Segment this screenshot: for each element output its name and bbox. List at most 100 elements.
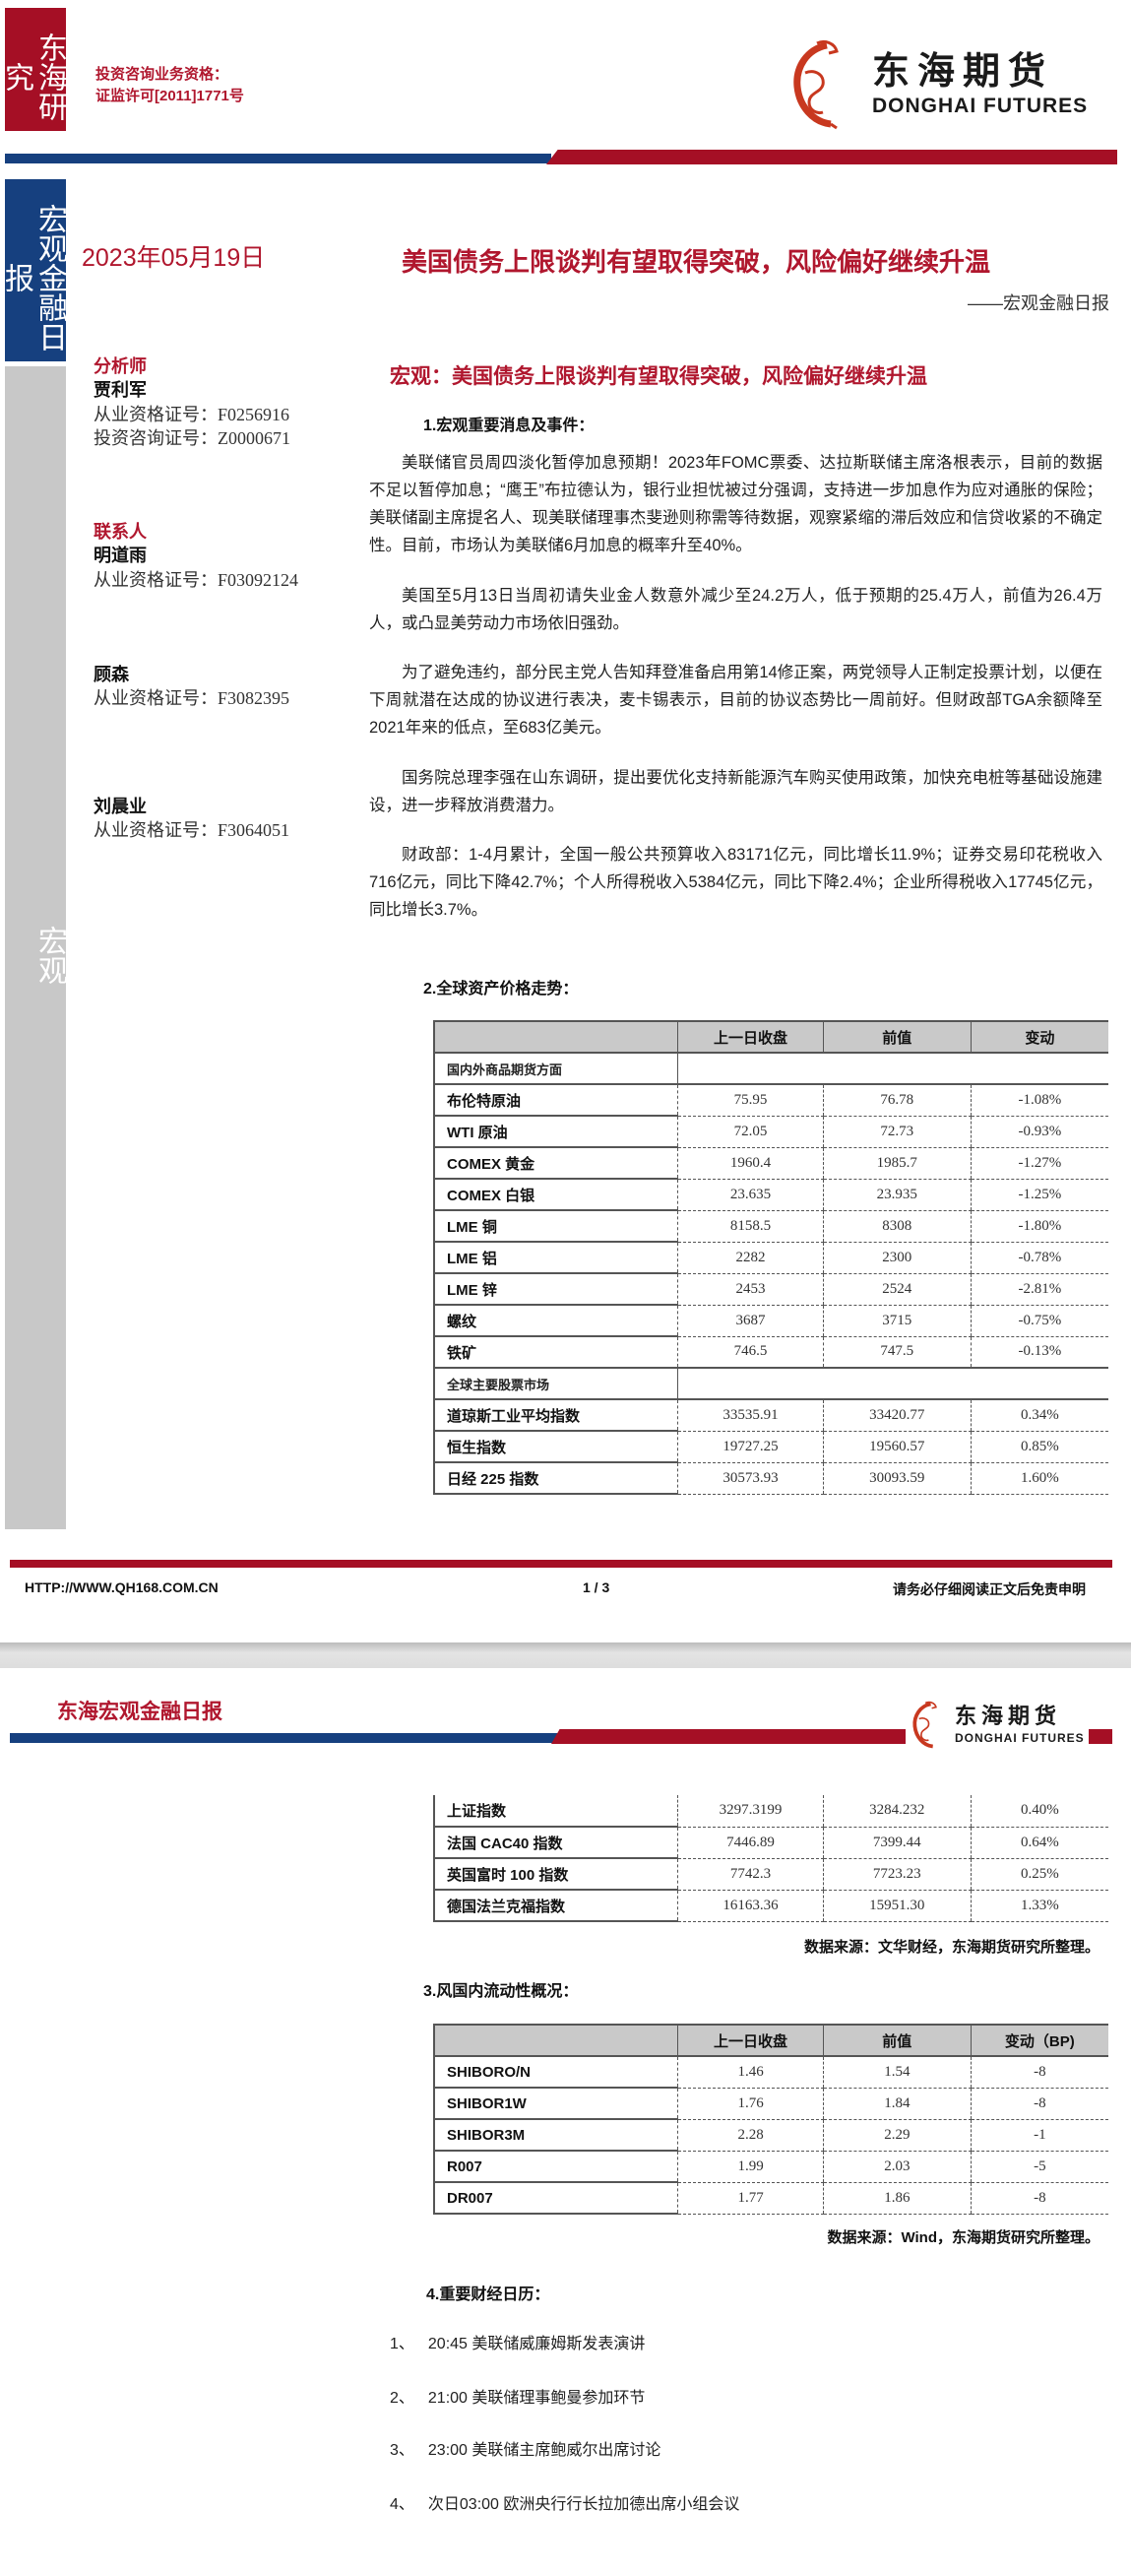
table-cell: 2.29 <box>822 2118 972 2152</box>
report-date: 2023年05月19日 <box>82 244 266 272</box>
row-label: LME 锌 <box>433 1272 678 1306</box>
row-label: 德国法兰克福指数 <box>433 1889 678 1922</box>
column-header: 前值 <box>822 2024 972 2057</box>
table-cell: 2524 <box>822 1272 972 1306</box>
logo-cn-text: 东海期货 <box>955 1705 1062 1729</box>
row-label: SHIBOR1W <box>433 2087 678 2120</box>
contact-cert: 从业资格证号：F3082395 <box>94 688 290 708</box>
table-cell: -1.25% <box>970 1178 1108 1211</box>
table-cell: 15951.30 <box>822 1889 972 1922</box>
table-cell: 1.84 <box>822 2087 972 2120</box>
table-cell: -8 <box>970 2087 1108 2120</box>
asset-price-table: 上一日收盘 前值 变动 国内外商品期货方面 布伦特原油 75.95 76.78 -1.08% W… <box>433 1020 1108 1495</box>
license-line-2: 证监许可[2011]1771号 <box>95 88 244 104</box>
table-row: R007 1.99 2.03 -5 <box>433 2150 1108 2183</box>
calendar-item-text: 20:45 美联储威廉姆斯发表演讲 <box>427 2336 646 2352</box>
table-cell: 23.635 <box>677 1178 824 1211</box>
contact-name: 明道雨 <box>94 546 147 566</box>
row-label: SHIBORO/N <box>433 2055 678 2089</box>
table-row: SHIBOR3M 2.28 2.29 -1 <box>433 2118 1108 2152</box>
table-group-row: 全球主要股票市场 <box>433 1367 1108 1400</box>
table-group-row: 国内外商品期货方面 <box>433 1052 1108 1085</box>
table-cell: 0.40% <box>970 1795 1108 1828</box>
table-cell: 8158.5 <box>677 1209 824 1243</box>
table-cell: 0.85% <box>970 1430 1108 1463</box>
table-cell: 747.5 <box>822 1335 972 1369</box>
table-cell: -5 <box>970 2150 1108 2183</box>
calendar-item: 2、 21:00 美联储理事鲍曼参加环节 <box>390 2384 645 2408</box>
analyst-cert: 从业资格证号：F0256916 <box>94 405 290 424</box>
group-label: 国内外商品期货方面 <box>433 1052 679 1085</box>
table-cell: 7446.89 <box>677 1826 824 1859</box>
calendar-item-number: 2、 <box>390 2390 414 2407</box>
sidebar-report-type-tag: 宏观金融日报 <box>0 179 67 361</box>
table-cell: 19727.25 <box>677 1430 824 1463</box>
calendar-item-number: 1、 <box>390 2336 414 2352</box>
table-row: 布伦特原油 75.95 76.78 -1.08% <box>433 1083 1108 1117</box>
table-row: 英国富时 100 指数 7742.3 7723.23 0.25% <box>433 1857 1108 1891</box>
header-band-blue <box>5 154 551 163</box>
table-row: WTI 原油 72.05 72.73 -0.93% <box>433 1115 1108 1148</box>
calendar-item-text: 23:00 美联储主席鲍威尔出席讨论 <box>427 2442 661 2459</box>
table-cell: 16163.36 <box>677 1889 824 1922</box>
news-paragraph: 国务院总理李强在山东调研，提出要优化支持新能源汽车购买使用政策，加快充电桩等基础… <box>369 769 1102 814</box>
table-cell: 23.935 <box>822 1178 972 1211</box>
table-row: 恒生指数 19727.25 19560.57 0.85% <box>433 1430 1108 1463</box>
section-2-heading: 2.全球资产价格走势： <box>423 981 579 998</box>
table-row: 螺纹 3687 3715 -0.75% <box>433 1304 1108 1337</box>
table-cell: 75.95 <box>677 1083 824 1117</box>
page2-band-blue <box>10 1733 561 1743</box>
table-cell: 30093.59 <box>822 1461 972 1495</box>
table-cell: 1.86 <box>822 2181 972 2215</box>
calendar-item: 1、 20:45 美联储威廉姆斯发表演讲 <box>390 2330 645 2353</box>
table-cell: 1.54 <box>822 2055 972 2089</box>
table-row: LME 锌 2453 2524 -2.81% <box>433 1272 1108 1306</box>
table-cell: 72.73 <box>822 1115 972 1148</box>
news-paragraph: 财政部：1-4月累计，全国一般公共预算收入83171亿元，同比增长11.9%；证… <box>369 846 1102 919</box>
calendar-item-text: 21:00 美联储理事鲍曼参加环节 <box>427 2390 646 2407</box>
row-label: LME 铝 <box>433 1241 678 1274</box>
section-3-heading: 3.风国内流动性概况： <box>423 1983 579 2000</box>
report-subtitle: ——宏观金融日报 <box>968 293 1109 313</box>
table-cell: 0.25% <box>970 1857 1108 1891</box>
group-label: 全球主要股票市场 <box>433 1367 679 1400</box>
table-cell: 0.34% <box>970 1398 1108 1432</box>
table-cell: 1.76 <box>677 2087 824 2120</box>
table-row: 法国 CAC40 指数 7446.89 7399.44 0.64% <box>433 1826 1108 1859</box>
table-cell: 33420.77 <box>822 1398 972 1432</box>
news-paragraph: 美联储官员周四淡化暂停加息预期！2023年FOMC票委、达拉斯联储主席洛根表示，… <box>369 454 1102 554</box>
table-row: 日经 225 指数 30573.93 30093.59 1.60% <box>433 1461 1108 1495</box>
row-label: 法国 CAC40 指数 <box>433 1826 678 1859</box>
table-row: COMEX 黄金 1960.4 1985.7 -1.27% <box>433 1146 1108 1180</box>
row-label: 铁矿 <box>433 1335 678 1369</box>
table-cell: -1.80% <box>970 1209 1108 1243</box>
logo-en-text: DONGHAI FUTURES <box>872 95 1089 117</box>
analyst-name: 贾利军 <box>94 380 147 401</box>
table-row: 铁矿 746.5 747.5 -0.13% <box>433 1335 1108 1369</box>
table-row: SHIBOR1W 1.76 1.84 -8 <box>433 2087 1108 2120</box>
group-empty-cell <box>677 1052 1108 1085</box>
footer-url[interactable]: HTTP://WWW.QH168.COM.CN <box>25 1579 219 1595</box>
table-row: 德国法兰克福指数 16163.36 15951.30 1.33% <box>433 1889 1108 1922</box>
table-cell: -0.78% <box>970 1241 1108 1274</box>
logo-cn-text: 东海期货 <box>872 49 1054 93</box>
row-label: 恒生指数 <box>433 1430 678 1463</box>
contact-name: 刘晨业 <box>94 797 147 817</box>
row-label: COMEX 白银 <box>433 1178 678 1211</box>
table-cell: -1 <box>970 2118 1108 2152</box>
table-row: LME 铜 8158.5 8308 -1.80% <box>433 1209 1108 1243</box>
row-label: COMEX 黄金 <box>433 1146 678 1180</box>
table-cell: 746.5 <box>677 1335 824 1369</box>
calendar-item-number: 3、 <box>390 2442 414 2459</box>
page2-header-title: 东海宏观金融日报 <box>57 1701 222 1723</box>
table-cell: -1.08% <box>970 1083 1108 1117</box>
table-cell: 1960.4 <box>677 1146 824 1180</box>
news-paragraph: 为了避免违约，部分民主党人告知拜登准备启用第14修正案，两党领导人正制定投票计划… <box>369 664 1102 737</box>
contact-cert: 从业资格证号：F3064051 <box>94 820 290 840</box>
row-label: SHIBOR3M <box>433 2118 678 2152</box>
contact-heading: 联系人 <box>94 522 147 543</box>
table-row: COMEX 白银 23.635 23.935 -1.25% <box>433 1178 1108 1211</box>
table-cell: 1.46 <box>677 2055 824 2089</box>
table-cell: 1.33% <box>970 1889 1108 1922</box>
row-label: 道琼斯工业平均指数 <box>433 1398 678 1432</box>
